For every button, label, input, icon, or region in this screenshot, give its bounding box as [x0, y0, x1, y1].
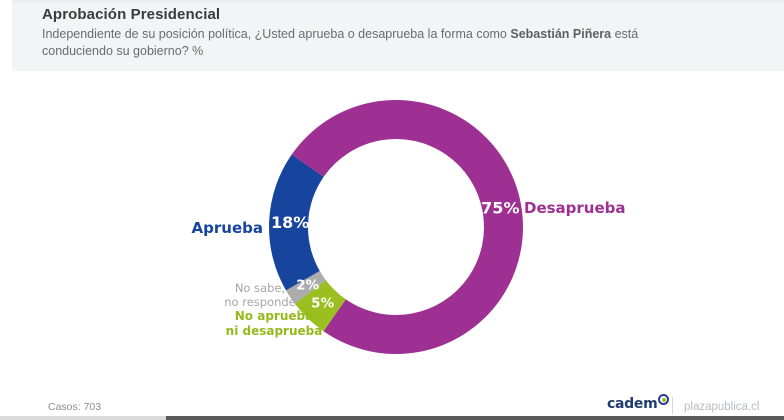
footer-divider [672, 397, 673, 414]
survey-question-part2: está conduciendo su gobierno? % [42, 27, 639, 58]
site-label: plazapublica.cl [684, 401, 760, 413]
segment-percent-label-3: 2% [296, 278, 319, 294]
segment-label-aprueba: Aprueba [191, 219, 263, 237]
segment-percent-label-1: 75% [481, 199, 519, 218]
segment-label-no-sabe: No sabe, no responde [200, 281, 320, 309]
survey-question-name: Sebastián Piñera [510, 27, 612, 41]
segment-label-no-aprueba-line1: No aprueba [234, 309, 314, 323]
scrollbar-thumb[interactable] [166, 416, 784, 420]
cadem-logo-text: cadem [607, 396, 658, 412]
segment-label-no-sabe-line2: no responde [224, 295, 296, 309]
donut-segment-0 [268, 154, 324, 291]
segment-percent-label-0: 18% [271, 213, 309, 232]
cases-count: Casos: 703 [48, 401, 102, 413]
segment-label-no-aprueba: No aprueba ni desaprueba [214, 309, 334, 339]
survey-question: Independiente de su posición política, ¿… [42, 26, 692, 60]
cadem-ring-icon [658, 394, 670, 405]
cadem-logo: cadem [607, 394, 670, 412]
donut-segment-3 [286, 271, 326, 304]
donut-chart: 18% 75% 5% 2% Aprueba Desaprueba No sabe, n… [0, 71, 784, 391]
segment-label-desaprueba: Desaprueba [524, 199, 626, 217]
donut-segment-1 [291, 100, 523, 355]
survey-question-part1: Independiente de su posición política, ¿… [42, 27, 511, 41]
header: Aprobación Presidencial Independiente de… [12, 0, 784, 71]
segment-label-no-aprueba-line2: ni desaprueba [225, 324, 323, 338]
page-title: Aprobación Presidencial [42, 6, 221, 23]
donut-segment-2 [294, 280, 346, 332]
segment-label-no-sabe-line1: No sabe, [234, 281, 286, 295]
horizontal-scrollbar[interactable] [0, 416, 784, 420]
segment-percent-label-2: 5% [311, 296, 334, 312]
